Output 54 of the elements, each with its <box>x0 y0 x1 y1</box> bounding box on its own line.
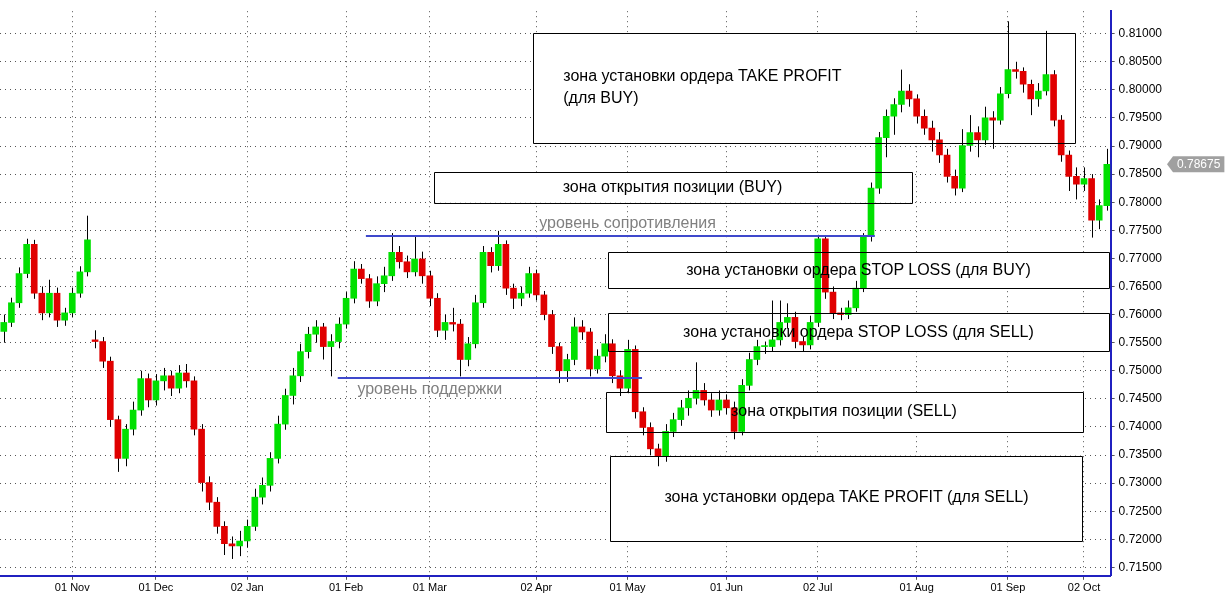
x-tick-label: 01 Sep <box>990 581 1026 594</box>
ref-line-label: уровень поддержки <box>357 380 503 398</box>
candlestick <box>160 367 167 391</box>
y-tick-label: 0.73500 <box>1118 447 1163 462</box>
candlestick <box>441 314 449 341</box>
text: 0.78675 <box>1177 156 1221 171</box>
y-tick-label: 0.78500 <box>1118 166 1163 181</box>
y-tick-label: 0.75000 <box>1118 363 1163 378</box>
y-tick-label: 0.71500 <box>1118 559 1163 574</box>
band-label: зона установки ордера TAKE PROFIT (для BUY) <box>563 67 842 107</box>
y-tick-label: 0.80500 <box>1118 54 1163 69</box>
y-tick-label: 0.79500 <box>1118 110 1163 125</box>
x-tick-label: 01 Dec <box>138 581 174 594</box>
y-tick-label: 0.74000 <box>1118 419 1163 434</box>
candlestick <box>319 322 327 361</box>
candlestick <box>1080 166 1088 192</box>
candlestick <box>487 246 494 273</box>
y-tick-label: 0.74500 <box>1118 391 1163 406</box>
candlestick <box>510 283 517 310</box>
candlestick <box>46 279 53 318</box>
y-tick-label: 0.73000 <box>1118 475 1163 490</box>
candlestick <box>236 530 243 557</box>
candlestick <box>175 364 183 394</box>
y-tick-label: 0.81000 <box>1118 25 1163 40</box>
y-tick-label: 0.72000 <box>1118 531 1163 546</box>
y-tick-label: 0.72500 <box>1118 503 1163 518</box>
x-tick-label: 01 Nov <box>54 581 91 594</box>
x-tick-label: 01 Aug <box>899 581 934 594</box>
y-tick-label: 0.77000 <box>1118 250 1163 265</box>
candlestick <box>1035 82 1042 108</box>
x-tick-label: 02 Oct <box>1067 581 1101 594</box>
x-tick-label: 01 May <box>609 581 647 594</box>
band-label: зона установки ордера TAKE PROFIT (для SELL) <box>664 488 1029 506</box>
x-tick-label: 02 Jan <box>230 581 264 594</box>
y-tick-label: 0.75500 <box>1118 334 1163 349</box>
y-tick-label: 0.77500 <box>1118 222 1163 237</box>
y-tick-label: 0.76500 <box>1118 278 1163 293</box>
candlestick <box>167 370 175 397</box>
y-tick-label: 0.78000 <box>1118 194 1163 209</box>
y-tick-label: 0.79000 <box>1118 138 1163 153</box>
candlestick <box>145 373 152 408</box>
x-tick-label: 01 Jun <box>709 581 743 594</box>
x-tick-label: 02 Apr <box>520 581 553 594</box>
candlestick <box>532 269 540 302</box>
y-tick-label: 0.76000 <box>1118 306 1163 321</box>
band-label: зона открытия позиции (BUY) <box>562 177 783 195</box>
candlestick <box>494 230 502 272</box>
x-tick-label: 02 Jul <box>803 581 833 594</box>
x-tick-label: 01 Feb <box>328 581 364 594</box>
candlestick <box>411 235 418 277</box>
ref-line-label: уровень сопротивления <box>539 214 716 232</box>
y-tick-label: 0.80000 <box>1118 82 1163 97</box>
candlestick <box>183 363 190 389</box>
x-tick-label: 01 Mar <box>412 581 448 594</box>
